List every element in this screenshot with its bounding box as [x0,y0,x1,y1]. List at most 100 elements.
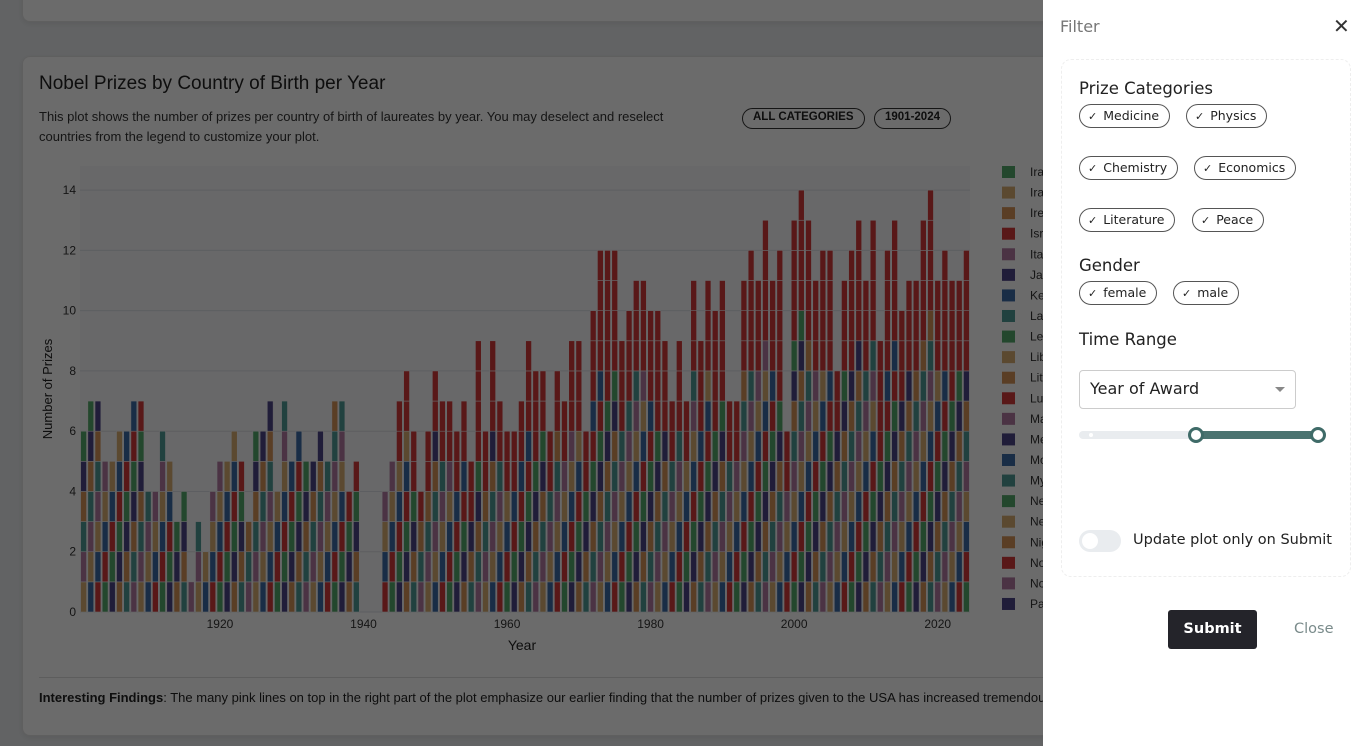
bar-segment [805,491,812,522]
bar-segment [231,581,238,613]
bar-segment [281,430,288,462]
bar-segment [963,340,970,372]
bar-segment [704,370,712,402]
legend-swatch [1002,556,1015,569]
legend-label: La [1030,309,1044,323]
bar-segment [625,400,633,432]
bar-segment [826,461,834,492]
bar-segment [238,581,245,613]
check-icon: ✓ [1203,162,1213,175]
bar-segment [719,581,726,613]
bar-segment [841,551,848,583]
bar-segment [137,551,145,583]
chip-peace[interactable]: ✓ Peace [1192,208,1265,232]
bar-segment [963,370,970,402]
bar-segment [726,400,733,432]
bar-segment [597,400,604,432]
chip-chemistry[interactable]: ✓ Chemistry [1079,156,1179,180]
bar-segment [884,310,891,342]
bar-segment [676,551,683,583]
bar-segment [833,521,841,553]
bar-segment [123,461,130,492]
bar-segment [790,250,798,281]
bar-segment [776,521,784,553]
chip-medicine[interactable]: ✓ Medicine [1079,104,1171,128]
bar-segment [862,461,870,492]
bar-segment [403,430,410,462]
bar-segment [798,370,805,402]
bar-segment [116,551,123,583]
chip-literature[interactable]: ✓ Literature [1079,208,1176,232]
bar-segment [927,430,934,462]
legend-swatch [1002,248,1015,261]
close-icon[interactable]: ✕ [1333,14,1350,38]
bar-segment [948,461,956,492]
bar-segment [532,581,540,613]
bar-segment [532,521,540,553]
bar-segment [934,310,941,342]
bar-segment [869,461,877,492]
bar-segment [812,521,819,553]
bar-segment [733,461,740,492]
bar-segment [173,551,181,583]
bar-segment [209,491,217,522]
slider-handle-end[interactable] [1310,427,1326,443]
bar-segment [295,430,303,462]
bar-segment [518,430,525,462]
chip-male[interactable]: ✓ male [1173,281,1240,305]
bar-segment [905,581,913,613]
bar-segment [683,581,690,613]
bar-segment [941,551,949,583]
toggle-knob [1082,533,1098,549]
bar-segment [410,551,417,583]
bar-segment [317,551,324,583]
bar-segment [152,581,159,613]
bar-segment [324,581,331,613]
legend-label: Ita [1030,247,1044,261]
bar-segment [719,430,726,462]
bar-segment [589,310,597,342]
bar-segment [604,551,611,583]
bar-segment [317,491,324,522]
submit-button[interactable]: Submit [1168,610,1257,649]
select-value: Year of Award [1090,379,1200,398]
bar-segment [618,551,626,583]
bar-segment [920,219,927,251]
bar-segment [532,491,540,522]
bar-segment [711,581,719,613]
bar-segment [252,521,260,553]
bar-segment [920,340,927,372]
bar-segment [884,370,891,402]
update-on-submit-toggle[interactable] [1079,530,1121,552]
bar-segment [266,461,274,492]
bar-segment [561,521,568,553]
bar-segment [633,370,640,402]
bar-segment [604,250,611,281]
bar-segment [295,581,303,613]
y-tick-label: 8 [69,364,76,378]
bar-segment [489,491,496,522]
chip-physics[interactable]: ✓ Physics [1186,104,1268,128]
legend-swatch [1002,433,1015,446]
bar-segment [805,370,812,402]
bar-segment [690,400,697,432]
bar-segment [539,551,547,583]
slider-handle-start[interactable] [1187,427,1204,443]
time-range-select[interactable]: Year of Award [1079,370,1296,409]
bar-segment [417,521,425,553]
check-icon: ✓ [1088,110,1098,123]
bar-segment [740,310,748,342]
close-button[interactable]: Close [1294,621,1334,637]
bar-segment [432,551,439,583]
bar-segment [424,430,432,462]
bar-segment [475,400,482,432]
bar-segment [805,400,812,432]
year-range-slider[interactable] [1079,427,1326,443]
chip-economics[interactable]: ✓ Economics [1194,156,1297,180]
bar-segment [927,219,934,251]
chip-female[interactable]: ✓ female [1079,281,1158,305]
bar-segment [582,581,590,613]
bar-segment [905,461,913,492]
bar-segment [460,461,468,492]
bar-segment [123,521,130,553]
